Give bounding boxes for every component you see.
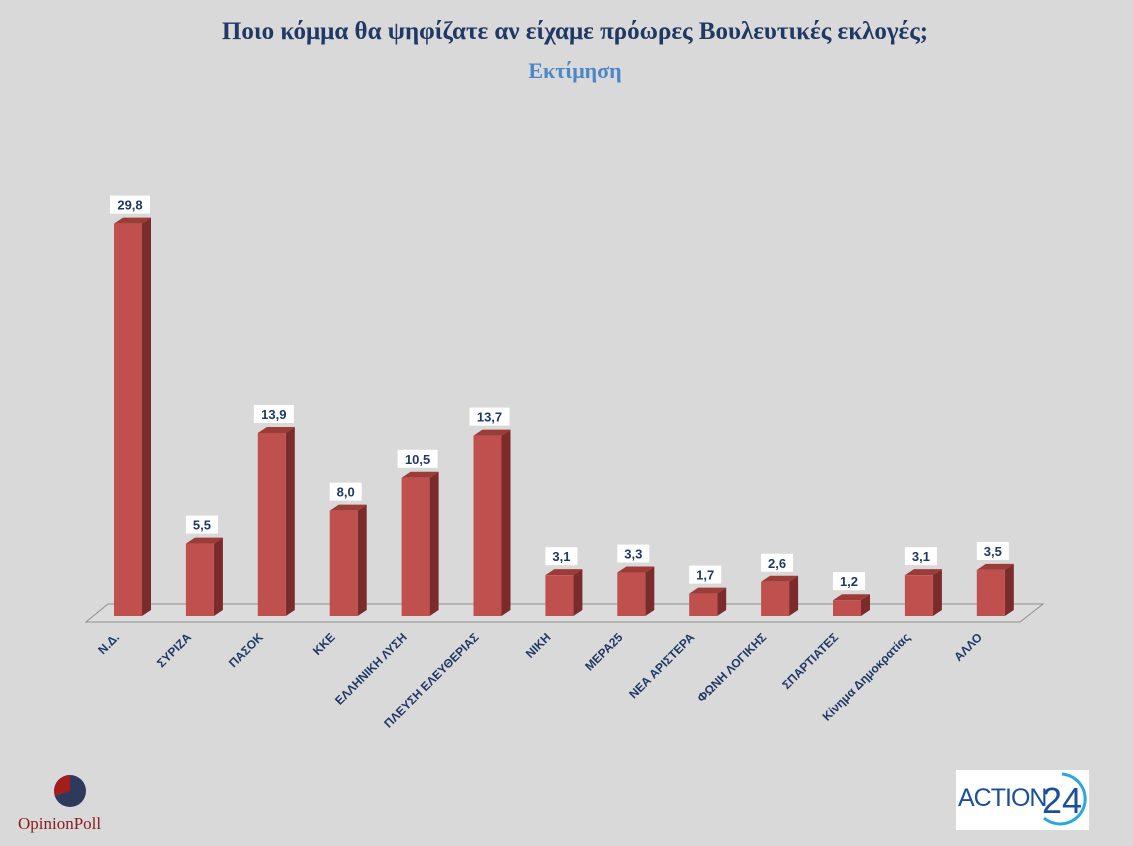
bar-top	[545, 569, 583, 576]
bar-side	[789, 575, 799, 616]
bar-top	[904, 569, 942, 576]
bar	[114, 223, 142, 616]
bar-top	[617, 566, 655, 573]
data-label: 3,5	[984, 544, 1002, 559]
action24-logo-number: 24	[1042, 780, 1082, 821]
category-label: ΣΠΑΡΤΙΑΤΕΣ	[779, 630, 841, 692]
bar	[976, 569, 1005, 616]
category-label: Ν.Δ.	[95, 630, 122, 657]
category-label: ΚΚΕ	[310, 630, 338, 658]
bar-top	[401, 471, 439, 478]
bar-top	[185, 537, 223, 544]
bar	[473, 435, 502, 616]
bar-side	[645, 566, 655, 616]
data-label-box	[761, 553, 794, 572]
data-label-box	[833, 572, 865, 591]
data-label: 13,9	[261, 407, 286, 422]
bar	[401, 477, 430, 616]
data-label-box	[689, 565, 722, 584]
bar	[761, 581, 790, 616]
data-label: 1,7	[696, 568, 714, 583]
category-label: ΣΥΡΙΖΑ	[154, 630, 194, 670]
data-label: 3,3	[624, 547, 642, 562]
bar	[617, 572, 646, 616]
bar-side	[285, 426, 295, 616]
data-label-box	[329, 482, 362, 501]
action24-logo-ring: 24	[1042, 772, 1087, 826]
data-label: 29,8	[117, 198, 142, 213]
category-label: ΠΑΣΟΚ	[226, 630, 266, 670]
bar-top	[689, 587, 727, 594]
bar-side	[573, 569, 583, 616]
data-label: 3,1	[912, 549, 930, 564]
data-label-box	[469, 407, 510, 426]
category-label: ΝΕΑ ΑΡΙΣΤΕΡΑ	[626, 630, 697, 701]
bar-side	[213, 537, 223, 616]
bar-top	[976, 563, 1014, 570]
data-label: 10,5	[405, 452, 430, 467]
bar	[833, 600, 861, 616]
data-label: 3,1	[552, 549, 570, 564]
bar-group: 13,9 ΠΑΣΟΚ	[226, 404, 295, 670]
bar-side	[717, 587, 727, 616]
bar-side	[861, 594, 870, 616]
data-label-box	[976, 541, 1009, 560]
bar-side	[932, 569, 942, 616]
data-label: 2,6	[768, 556, 786, 571]
data-label-box	[397, 449, 438, 468]
bar	[545, 575, 574, 616]
opinion-poll-logo-text: OpinionPoll	[18, 814, 102, 833]
bar-top	[473, 429, 511, 436]
bar-group: 29,8 Ν.Δ.	[95, 195, 151, 657]
data-label-box	[110, 195, 150, 214]
data-label: 8,0	[337, 485, 355, 500]
action24-logo: ACTION 24	[956, 770, 1089, 830]
bar	[329, 510, 358, 616]
chart-subtitle: Εκτίμηση	[528, 58, 622, 83]
data-label-box	[253, 404, 294, 423]
bar	[904, 575, 933, 616]
category-label: ΕΛΛΗΝΙΚΗ ΛΥΣΗ	[332, 630, 410, 708]
bar	[689, 593, 718, 616]
bar-side	[501, 429, 511, 616]
bar-top	[257, 426, 295, 433]
data-label: 5,5	[193, 518, 211, 533]
opinion-poll-logo-icon	[53, 774, 87, 808]
category-label: ΜΕΡΑ25	[582, 630, 625, 673]
bar-top	[833, 594, 870, 601]
bar-top	[329, 504, 367, 511]
bar-side	[142, 217, 151, 616]
chart-title: Ποιο κόμμα θα ψηφίζατε αν είχαμε πρόωρες…	[221, 18, 929, 45]
opinion-poll-logo: OpinionPoll	[18, 774, 128, 836]
bar-side	[429, 471, 439, 616]
data-label-box	[904, 547, 937, 566]
data-label-box	[617, 544, 650, 563]
bar-top	[114, 217, 151, 224]
bar-group: 3,5 ΑΛΛΟ	[951, 541, 1014, 664]
category-label: ΝΙΚΗ	[523, 630, 554, 661]
action24-logo-word: ACTION	[958, 784, 1047, 812]
data-label: 1,2	[840, 574, 858, 589]
data-label: 13,7	[477, 410, 502, 425]
category-label: ΦΩΝΗ ΛΟΓΙΚΗΣ	[694, 630, 769, 705]
data-label-box	[545, 547, 578, 566]
bar	[185, 543, 214, 616]
bar-side	[357, 504, 367, 616]
bar-group: 5,5 ΣΥΡΙΖΑ	[154, 515, 223, 670]
bar-group: 8,0 ΚΚΕ	[310, 482, 367, 658]
category-label: ΑΛΛΟ	[951, 630, 985, 664]
bar-side	[1004, 563, 1014, 616]
bar-top	[761, 575, 799, 582]
data-label-box	[185, 515, 218, 534]
bar	[257, 432, 286, 616]
